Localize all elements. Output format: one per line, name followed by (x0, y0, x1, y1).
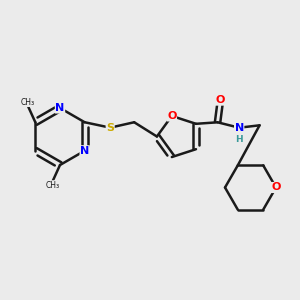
Text: N: N (80, 146, 89, 156)
Text: N: N (235, 123, 244, 133)
Text: CH₃: CH₃ (45, 181, 60, 190)
Text: N: N (56, 103, 64, 113)
Text: O: O (271, 182, 281, 193)
Text: O: O (215, 95, 225, 105)
Text: H: H (235, 135, 242, 144)
Text: O: O (167, 111, 176, 121)
Text: CH₃: CH₃ (21, 98, 35, 106)
Text: S: S (106, 123, 114, 133)
